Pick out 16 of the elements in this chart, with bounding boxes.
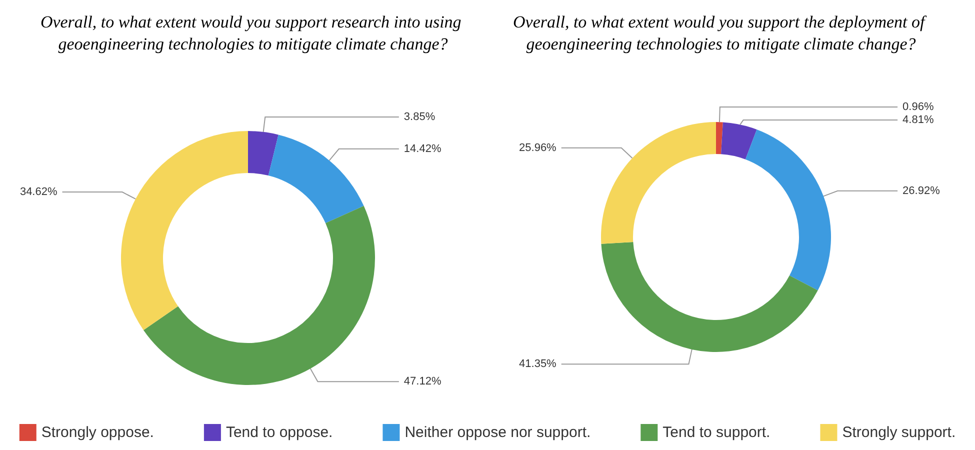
legend-label: Tend to support. [662, 424, 770, 441]
legend-label: Neither oppose nor support. [404, 424, 591, 441]
data-label: 26.92% [902, 184, 940, 197]
data-label: 47.12% [404, 376, 442, 388]
data-label: 41.35% [519, 358, 557, 370]
legend-label: Strongly oppose. [41, 424, 154, 441]
data-label: 25.96% [519, 142, 557, 154]
legend-label: Tend to oppose. [226, 424, 333, 441]
data-label: 0.96% [902, 101, 934, 114]
data-label: 4.81% [902, 114, 934, 126]
data-label: 34.62% [20, 186, 58, 198]
data-label: 14.42% [404, 142, 442, 155]
chart-title: Overall, to what extent would you support research into using geoengineering technologies to mitigate climate change? [40, 12, 466, 54]
legend-label: Strongly support. [842, 424, 956, 441]
chart-title: Overall, to what extent would you support the deployment of geoengineering technologies to mitigate climate change? [513, 12, 929, 54]
data-label: 3.85% [404, 111, 436, 124]
